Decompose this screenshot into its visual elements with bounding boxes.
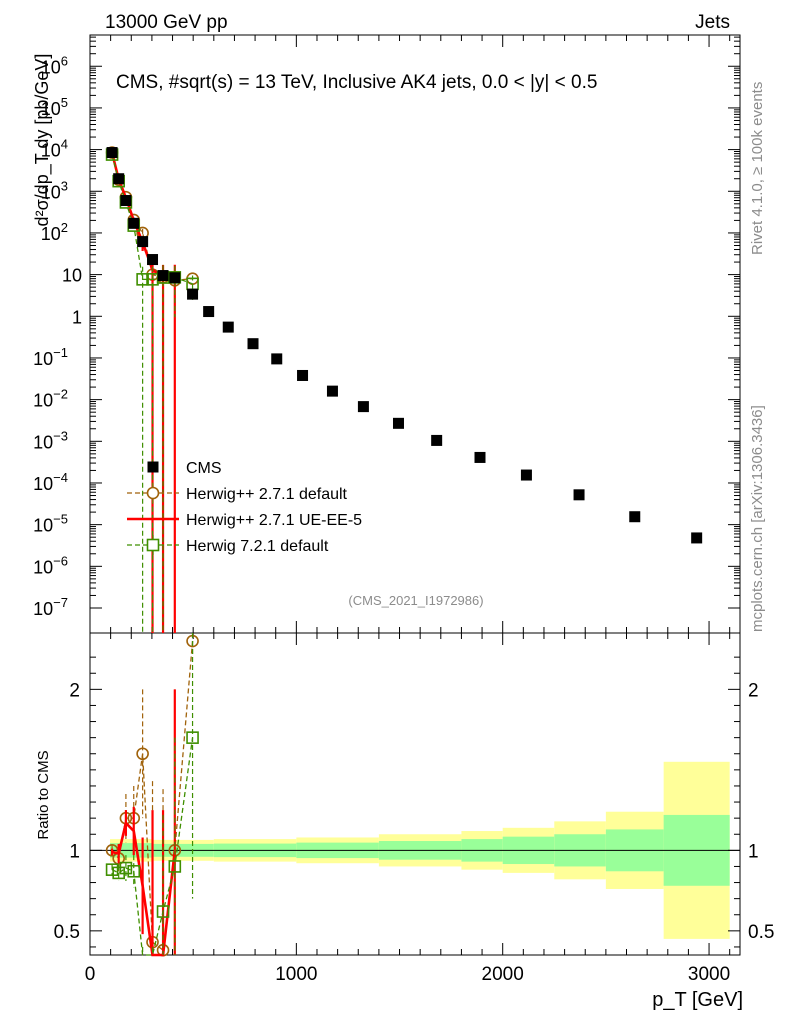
ratio-y-tick-label-right-0: 0.5 (748, 922, 774, 943)
ratio-y-tick-label-1: 1 (69, 841, 80, 862)
main-y-tick-label-2: 104 (41, 137, 68, 161)
cms-data-point (113, 173, 125, 185)
ratio-y-tick-label-right-1: 1 (748, 841, 759, 862)
svg-text:Ratio to CMS: Ratio to CMS (35, 750, 52, 839)
herwig7-ratio-point (119, 861, 133, 875)
herwig_ueee5-ratio-line (111, 820, 177, 957)
herwig_default-ratio-point (136, 747, 149, 761)
data-marks (105, 146, 703, 957)
cms-data-point (247, 338, 259, 350)
ratio-y-tick-label-2: 2 (69, 680, 80, 701)
main-y-tick-label-9: 10−3 (33, 428, 68, 452)
ratio-uncertainty-bands (90, 761, 740, 939)
mcplots-label: mcplots.cern.ch [arXiv:1306.3436] (749, 405, 766, 632)
legend-label-herwig_default: Herwig++ 2.7.1 default (186, 486, 348, 503)
cms-data-point (203, 306, 215, 318)
main-y-tick-label-4: 102 (41, 220, 68, 244)
cms-data-point (187, 288, 199, 300)
cms-data-point (474, 451, 486, 463)
cms-data-point (326, 385, 338, 397)
cms-data-point (137, 236, 149, 248)
x-tick-label-0: 0 (85, 964, 96, 985)
cms-data-point (222, 321, 234, 333)
header-process: 13000 GeV pp (105, 12, 228, 33)
cms-data-point (106, 147, 118, 159)
main-y-tick-label-5: 10 (62, 266, 82, 286)
legend-cms-marker (147, 461, 159, 473)
main-y-tick-label-7: 10−1 (33, 345, 68, 369)
rivet-label: Rivet 4.1.0, ≥ 100k events (749, 82, 766, 255)
ratio-y-axis-label: Ratio to CMS (35, 750, 52, 839)
legend-herwig_default-marker (146, 486, 160, 500)
analysis-id: (CMS_2021_I1972986) (348, 593, 483, 608)
cms-data-point (271, 353, 283, 365)
cms-data-point (520, 469, 532, 481)
main-y-axis-label: d²σ/dp_T dy [pb/GeV] (32, 54, 53, 227)
cms-data-point (157, 270, 169, 282)
herwig7-ratio-point (168, 860, 182, 873)
legend-label-cms: CMS (186, 460, 222, 477)
ratio-frame (89, 632, 741, 956)
cms-data-point (431, 434, 443, 446)
main-y-tick-label-13: 10−7 (33, 595, 68, 619)
x-axis-label: p_T [GeV] (652, 989, 743, 1011)
x-tick-label-3: 3000 (688, 964, 730, 985)
x-tick-label-1: 1000 (275, 964, 317, 985)
legend-label-herwig7: Herwig 7.2.1 default (186, 538, 329, 555)
cms-data-point (357, 401, 369, 413)
herwig7-ratio-point (105, 863, 119, 876)
ratio-plot-axes: 0.5 0.5 1 1 2 2 0 1000 2000 3000 (54, 632, 774, 985)
header-observable: Jets (695, 12, 730, 33)
legend-label-herwig_ueee5: Herwig++ 2.7.1 UE-EE-5 (186, 512, 362, 529)
svg-text:d²σ/dp_T dy [pb/GeV]: d²σ/dp_T dy [pb/GeV] (32, 54, 53, 227)
legend: CMS Herwig++ 2.7.1 default Herwig++ 2.7.1 … (127, 460, 362, 555)
cms-data-point (392, 417, 404, 429)
main-y-tick-label-10: 10−4 (33, 470, 68, 494)
main-y-tick-label-3: 103 (41, 178, 68, 202)
main-plot-axes: 106 105 104 103 102 10 110−1 10−2 10−3 10−4 10−5 10… (33, 34, 741, 634)
herwig_ueee5-main-line (110, 152, 175, 279)
herwig7-ratio-point (127, 864, 141, 878)
chart-title: CMS, #sqrt(s) = 13 TeV, Inclusive AK4 je… (116, 72, 597, 93)
cms-data-point (691, 532, 703, 544)
cms-data-point (120, 195, 132, 207)
herwig_default-ratio-point (105, 844, 119, 857)
cms-data-point (297, 369, 309, 381)
cms-data-point (128, 217, 140, 229)
x-tick-label-2: 2000 (482, 964, 524, 985)
main-y-tick-label-0: 106 (41, 53, 68, 77)
main-y-tick-label-12: 10−6 (33, 553, 68, 577)
main-y-tick-label-8: 10−2 (33, 387, 68, 411)
herwig7-ratio-point (186, 731, 199, 744)
legend-herwig7-marker (146, 538, 160, 552)
cms-data-point (169, 272, 181, 284)
main-y-tick-label-11: 10−5 (33, 512, 68, 536)
herwig7-main-point (136, 273, 149, 286)
main-y-tick-label-6: 1 (72, 307, 82, 327)
cms-data-point (573, 489, 585, 501)
herwig7-ratio-point (156, 905, 170, 918)
cms-data-point (629, 511, 641, 523)
cms-data-point (147, 254, 159, 266)
ratio-y-tick-label-right-2: 2 (748, 680, 759, 701)
main-y-tick-label-1: 105 (41, 95, 68, 119)
ratio-y-tick-label-0: 0.5 (54, 922, 80, 943)
